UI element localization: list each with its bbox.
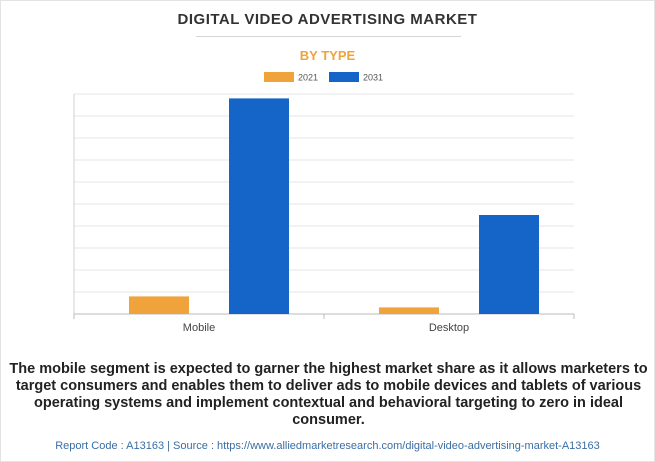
chart-subtitle: BY TYPE [299, 48, 356, 63]
x-tick-label-desktop: Desktop [429, 322, 469, 334]
title-divider [196, 36, 461, 37]
legend-swatch-2031 [329, 72, 359, 82]
legend-label-2021: 2021 [298, 73, 318, 83]
bar-mobile-2031 [229, 98, 289, 315]
chart-description: The mobile segment is expected to garner… [9, 361, 648, 428]
chart-title: DIGITAL VIDEO ADVERTISING MARKET [177, 11, 478, 28]
x-tick-label-mobile: Mobile [183, 322, 215, 334]
report-source-footer[interactable]: Report Code : A13163 | Source : https://… [55, 440, 600, 452]
bar-desktop-2021 [379, 307, 439, 314]
legend-swatch-2021 [264, 72, 294, 82]
bar-desktop-2031 [479, 215, 539, 314]
bar-mobile-2021 [129, 296, 189, 314]
bar-chart: 2021 2031 Mobile Desktop [73, 72, 575, 334]
legend-label-2031: 2031 [363, 73, 383, 83]
